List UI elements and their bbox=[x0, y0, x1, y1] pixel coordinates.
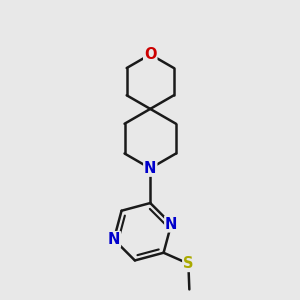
Text: N: N bbox=[108, 232, 120, 247]
Text: N: N bbox=[165, 217, 178, 232]
Text: O: O bbox=[144, 47, 157, 62]
Text: N: N bbox=[144, 161, 156, 176]
Text: S: S bbox=[183, 256, 194, 271]
